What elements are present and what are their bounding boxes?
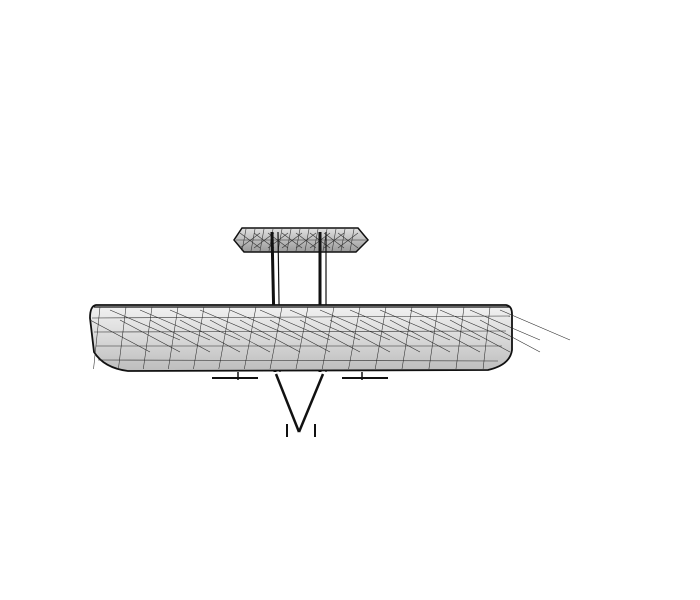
mesh-line xyxy=(479,319,541,353)
mesh-line xyxy=(239,319,301,353)
mesh-line xyxy=(379,309,451,341)
mesh-line xyxy=(499,309,571,341)
mesh-line xyxy=(455,306,465,370)
mesh-line xyxy=(93,330,507,333)
mesh-line xyxy=(348,306,361,370)
mesh-line xyxy=(401,306,413,370)
mesh-line xyxy=(199,309,271,341)
mesh-line xyxy=(91,315,511,319)
mesh-line xyxy=(149,319,211,353)
mesh-line xyxy=(319,309,391,341)
mesh-line xyxy=(119,319,181,353)
mesh-line xyxy=(439,309,511,341)
mesh-line xyxy=(281,232,303,249)
mesh-line xyxy=(349,309,421,341)
mesh-line xyxy=(143,306,153,370)
mesh-line xyxy=(321,306,335,370)
mesh-line xyxy=(209,319,271,353)
mesh-line xyxy=(259,309,331,341)
wing-skids xyxy=(212,372,388,380)
mesh-line xyxy=(118,306,127,370)
mesh-line xyxy=(419,319,481,353)
mesh-line xyxy=(89,319,151,353)
mesh-line xyxy=(239,232,261,249)
mesh-line xyxy=(295,232,317,249)
main-wing xyxy=(89,304,571,372)
mesh-line xyxy=(97,359,499,362)
mesh-line xyxy=(289,309,361,341)
mesh-line xyxy=(169,309,241,341)
mesh-line xyxy=(295,306,309,370)
mesh-line xyxy=(428,306,439,370)
mesh-line xyxy=(299,319,361,353)
mesh-line xyxy=(93,306,101,370)
mesh-line xyxy=(449,319,511,353)
mesh-line xyxy=(329,319,391,353)
mesh-line xyxy=(359,319,421,353)
mesh-line xyxy=(374,306,387,370)
mesh-line xyxy=(269,319,331,353)
landing-gear xyxy=(274,373,325,437)
mesh-line xyxy=(139,309,211,341)
mesh-line xyxy=(482,306,491,370)
mesh-line xyxy=(323,232,345,249)
mesh-line xyxy=(409,309,481,341)
mesh-line xyxy=(109,309,181,341)
mesh-line xyxy=(179,319,241,353)
mesh-line xyxy=(389,319,451,353)
upper-wing xyxy=(233,227,370,253)
mesh-line xyxy=(229,309,301,341)
mesh-line xyxy=(337,232,359,249)
mesh-line xyxy=(469,309,541,341)
